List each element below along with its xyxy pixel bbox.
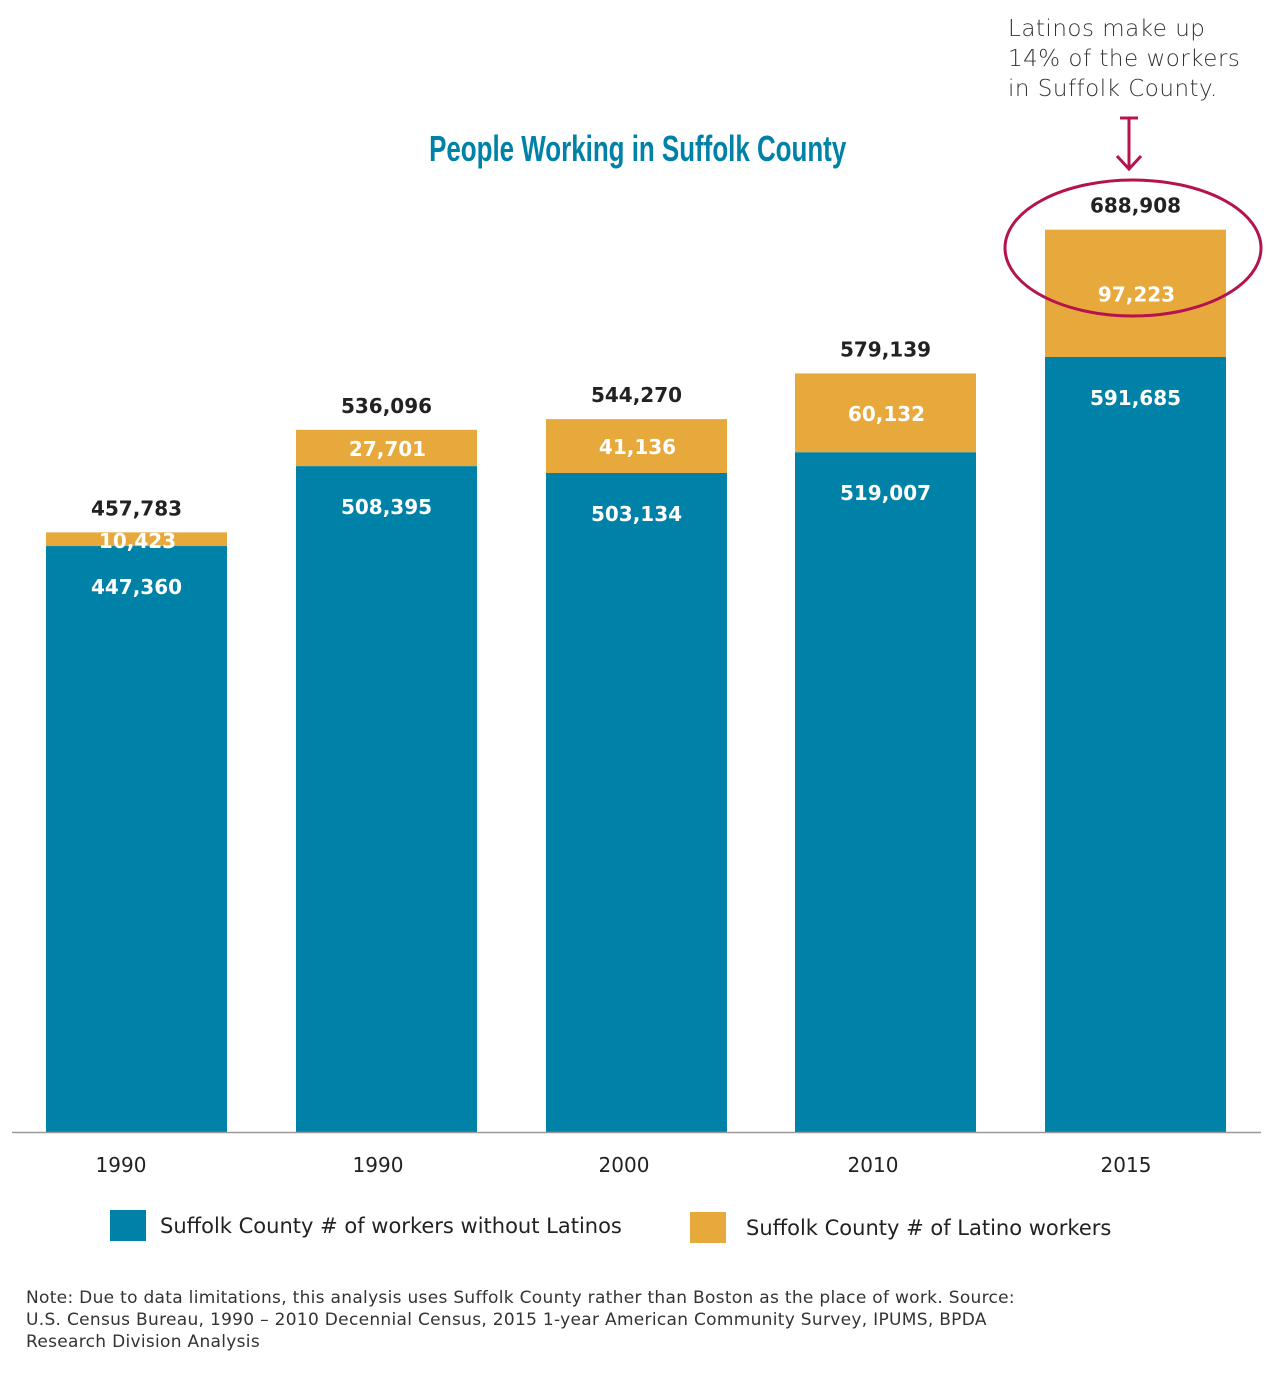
- bar-segment-latino: [795, 373, 976, 453]
- legend-item-without-latinos: Suffolk County # of workers without Lati…: [110, 1210, 622, 1241]
- bar-segment-latino: [46, 532, 227, 547]
- data-label-total: 579,139: [840, 337, 931, 361]
- data-label-total: 536,096: [341, 394, 432, 418]
- bar-segment-without-latinos: [546, 472, 727, 1133]
- bar-segment-latino: [296, 429, 477, 467]
- annotation-line: Latinos make up: [1008, 16, 1206, 42]
- data-label-base: 503,134: [591, 502, 682, 526]
- data-label-latino: 97,223: [1098, 282, 1175, 306]
- data-label-total: 544,270: [591, 383, 682, 407]
- x-tick-label: 1990: [96, 1153, 147, 1177]
- data-label-latino: 60,132: [848, 402, 925, 426]
- chart-title-text: People Working in Suffolk County: [428, 128, 847, 169]
- bar-segment-without-latinos: [795, 452, 976, 1132]
- annotation: Latinos make up 14% of the workers in Su…: [1008, 14, 1240, 104]
- legend-label: Suffolk County # of workers without Lati…: [160, 1213, 622, 1238]
- bar-segment-latino: [546, 419, 727, 473]
- chart-title: People Working in Suffolk County: [0, 128, 1275, 170]
- data-label-base: 519,007: [840, 481, 931, 505]
- data-label-base: 447,360: [91, 575, 182, 599]
- data-label-total: 457,783: [91, 496, 182, 520]
- x-tick-label: 2010: [848, 1153, 899, 1177]
- data-label-base: 508,395: [341, 495, 432, 519]
- highlight-ellipse: [1003, 178, 1263, 318]
- x-tick-label: 2015: [1101, 1153, 1152, 1177]
- arrow-head: [1115, 154, 1143, 172]
- annotation-line: 14% of the workers: [1008, 46, 1241, 72]
- data-label-total: 688,908: [1090, 194, 1181, 218]
- legend-swatch: [690, 1212, 726, 1243]
- annotation-line: in Suffolk County.: [1008, 76, 1218, 102]
- bar-segment-latino: [1045, 229, 1226, 357]
- legend-label: Suffolk County # of Latino workers: [746, 1215, 1112, 1240]
- data-label-latino: 10,423: [99, 529, 176, 553]
- x-tick-label: 1990: [353, 1153, 404, 1177]
- source-note: Note: Due to data limitations, this anal…: [26, 1288, 1015, 1352]
- bar-segment-without-latinos: [1045, 357, 1226, 1132]
- data-label-latino: 27,701: [349, 437, 426, 461]
- bar-segment-without-latinos: [46, 546, 227, 1132]
- legend-item-latino: Suffolk County # of Latino workers: [690, 1212, 1111, 1243]
- x-tick-label: 2000: [599, 1153, 650, 1177]
- legend-swatch: [110, 1210, 146, 1241]
- data-label-base: 591,685: [1090, 386, 1181, 410]
- data-label-latino: 41,136: [599, 435, 676, 459]
- bar-segment-without-latinos: [296, 466, 477, 1132]
